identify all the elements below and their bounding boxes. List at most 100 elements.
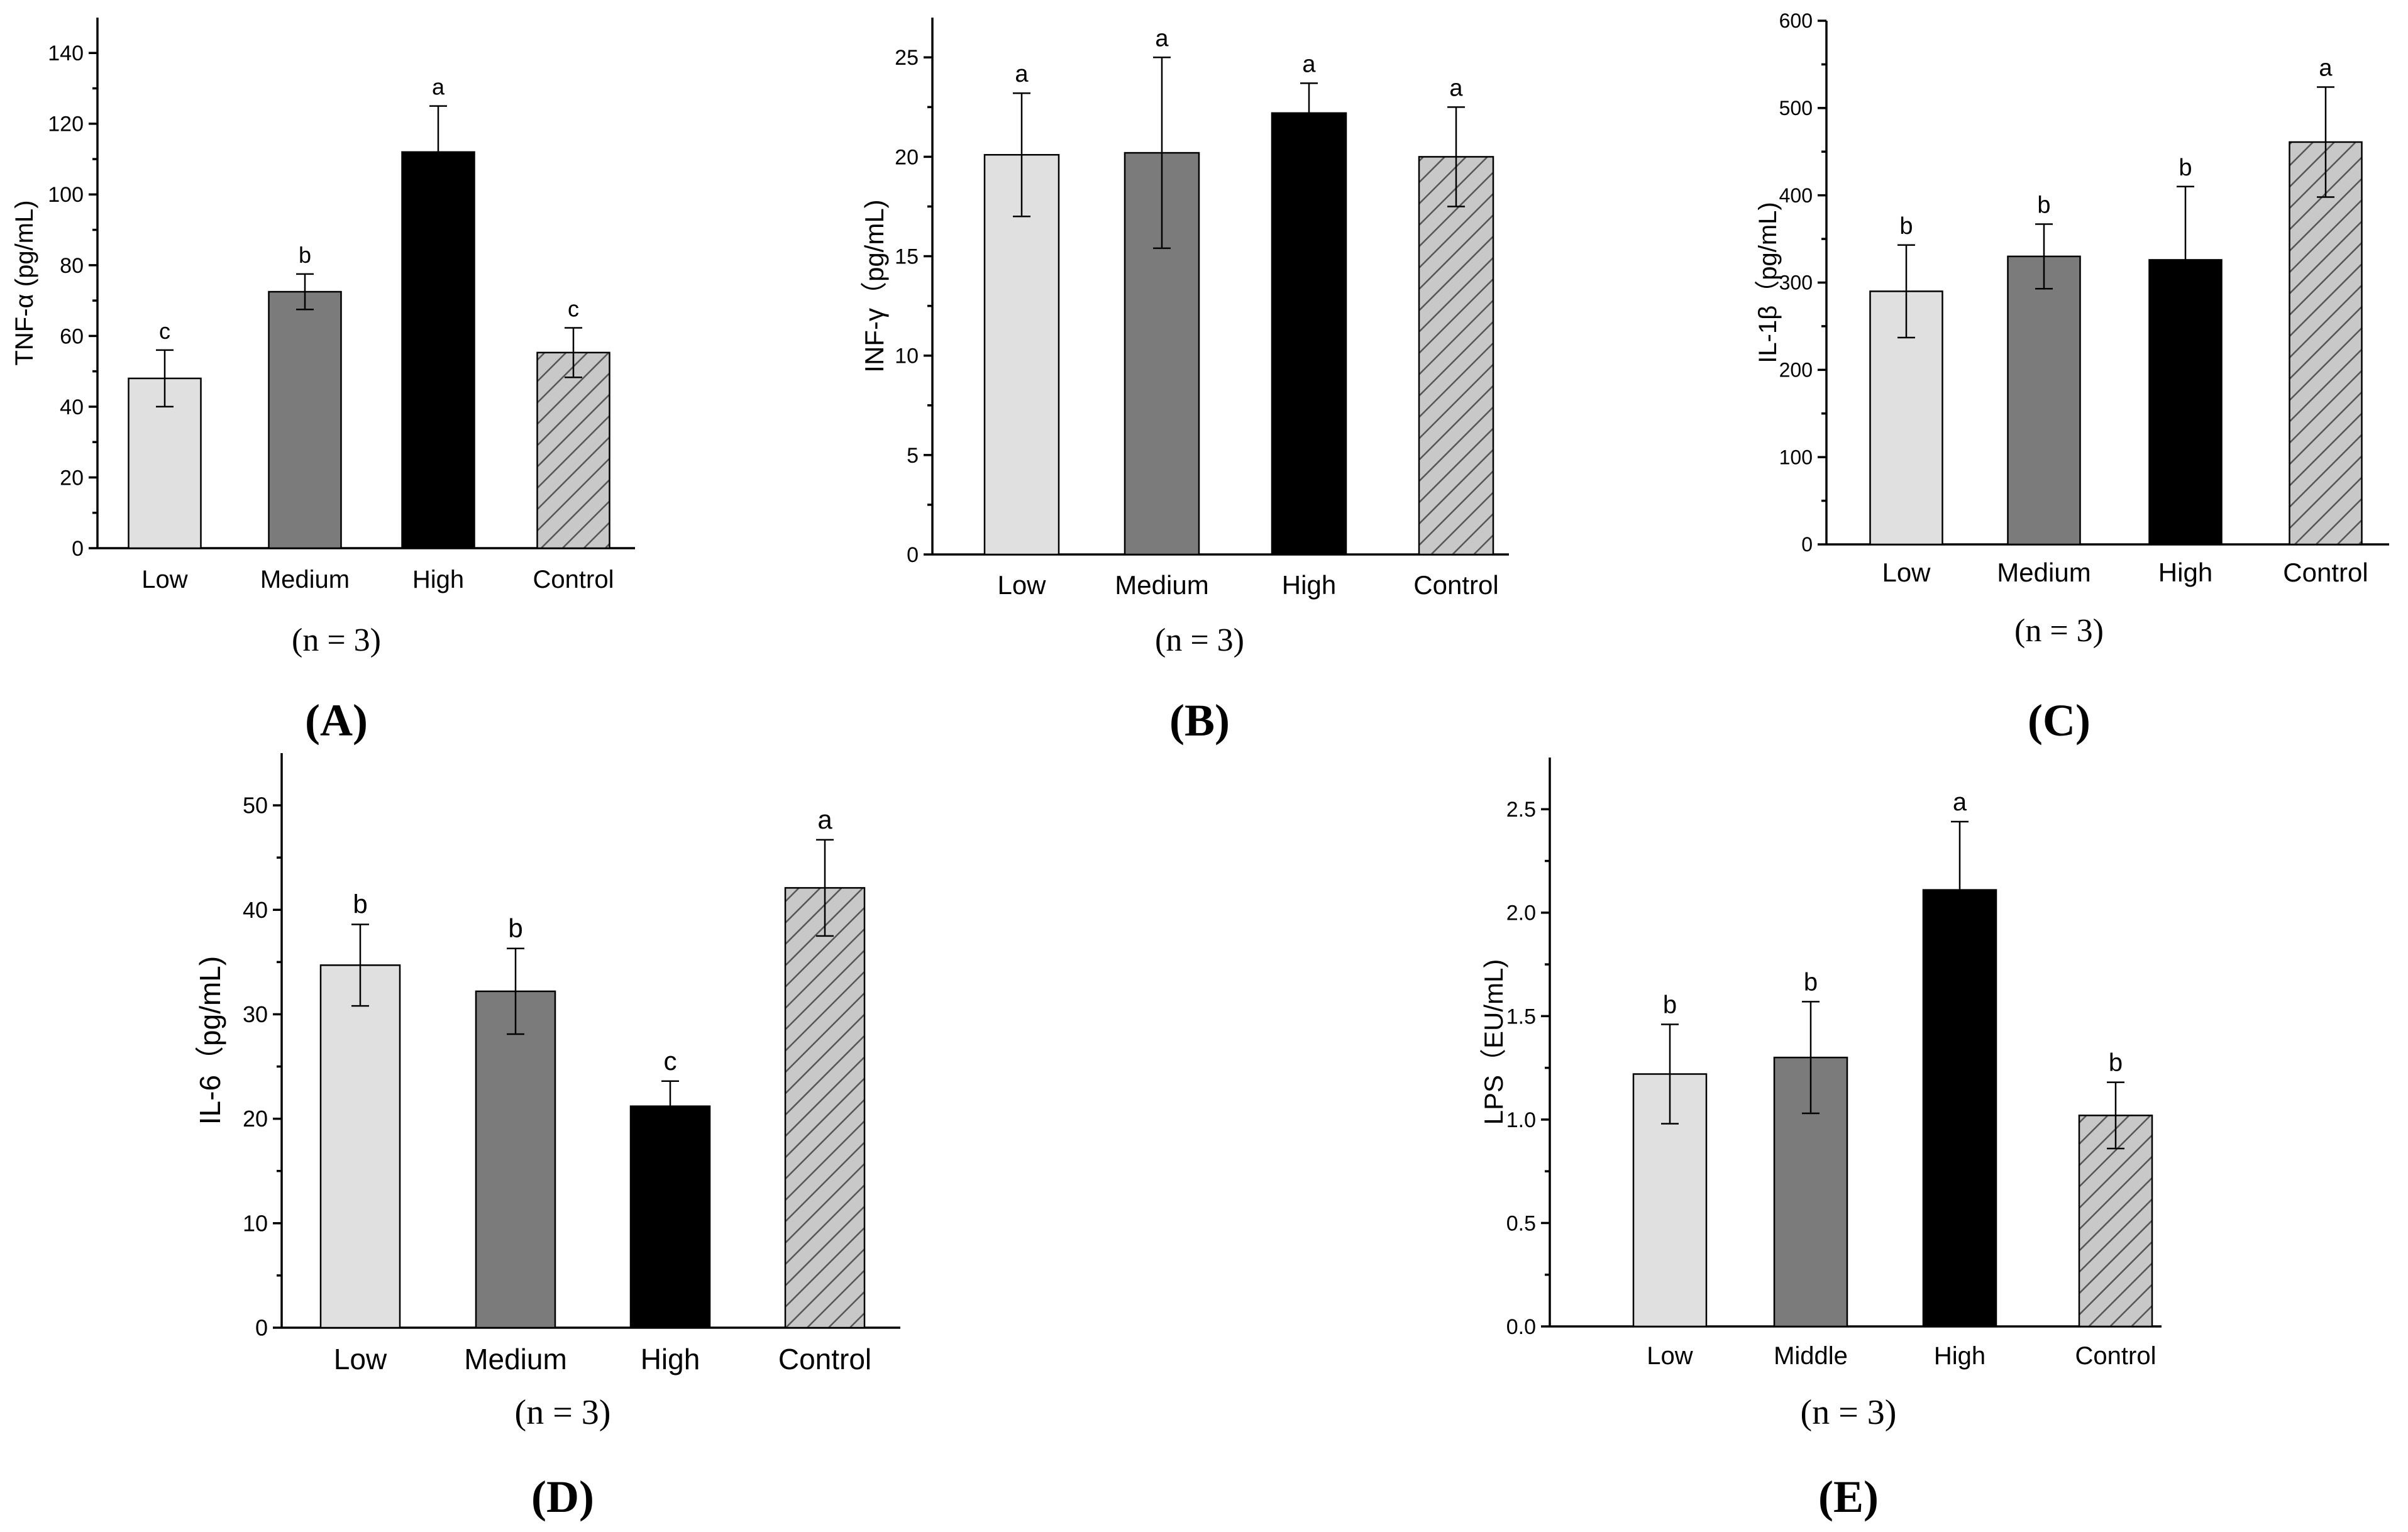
sample-size-note: (n = 3) xyxy=(515,1393,611,1432)
bar-high xyxy=(401,151,475,549)
x-category-label: Control xyxy=(778,1343,871,1375)
x-category-label: Medium xyxy=(1115,570,1208,600)
x-category-label: Medium xyxy=(260,566,350,593)
sample-size-note: (n = 3) xyxy=(292,622,381,658)
significance-letter: b xyxy=(299,242,311,268)
x-category-label: Middle xyxy=(1774,1342,1848,1370)
chart-panel-d: 0 10 20 30 40 50 b Low b Medium c High a Control IL-6（… xyxy=(194,753,900,1522)
significance-letter: a xyxy=(1953,788,1967,816)
significance-letter: b xyxy=(2179,155,2192,181)
x-category-label: Medium xyxy=(464,1343,567,1375)
y-tick-label: 100 xyxy=(48,183,84,207)
y-tick-label: 100 xyxy=(1779,446,1813,468)
y-tick-label: 600 xyxy=(1779,9,1813,32)
significance-letter: a xyxy=(1449,75,1463,101)
significance-letter: a xyxy=(1155,25,1169,52)
x-category-label: Control xyxy=(533,566,614,593)
x-category-label: Low xyxy=(334,1343,387,1375)
bar-medium xyxy=(2007,255,2081,546)
significance-letter: a xyxy=(1302,51,1316,77)
y-tick-label: 15 xyxy=(895,245,919,268)
y-tick-label: 10 xyxy=(895,344,919,368)
significance-letter: b xyxy=(2109,1049,2123,1077)
y-tick-label: 300 xyxy=(1779,272,1813,294)
chart-panel-b: 0 5 10 15 20 25 a Low a Medium a High a Control INF-γ（… xyxy=(859,18,1509,746)
y-tick-label: 0.5 xyxy=(1506,1211,1536,1235)
y-tick-label: 40 xyxy=(243,897,268,923)
y-tick-label: 0 xyxy=(1801,533,1813,556)
bar-low xyxy=(983,153,1060,556)
panel-label: (B) xyxy=(1169,695,1230,746)
y-tick-label: 1.5 xyxy=(1506,1005,1536,1028)
bar-control xyxy=(2289,141,2363,546)
significance-letter: c xyxy=(664,1046,677,1076)
bar-control xyxy=(536,351,610,549)
bar-high xyxy=(1271,112,1347,556)
y-tick-label: 0.0 xyxy=(1506,1315,1536,1339)
panel-label: (E) xyxy=(1818,1472,1879,1522)
bar-high xyxy=(629,1105,711,1329)
panel-label: (D) xyxy=(531,1472,594,1522)
x-category-label: Low xyxy=(1647,1342,1693,1370)
chart-panel-a: 0 20 40 60 80 100 120 140 c Low b Medium a High c Contr… xyxy=(11,18,635,746)
bar-low xyxy=(319,964,401,1329)
bar-control xyxy=(784,887,866,1329)
panel-label: (C) xyxy=(2028,695,2090,746)
bar-control xyxy=(1418,156,1494,556)
bar-medium xyxy=(268,290,342,549)
y-tick-label: 60 xyxy=(60,324,84,348)
y-tick-label: 120 xyxy=(48,113,84,136)
y-tick-label: 30 xyxy=(243,1001,268,1027)
y-axis-title: INF-γ（pg/mL) xyxy=(859,199,889,372)
significance-letter: b xyxy=(2037,192,2050,218)
significance-letter: b xyxy=(1804,968,1818,996)
y-tick-label: 400 xyxy=(1779,184,1813,207)
x-category-label: Low xyxy=(141,566,187,593)
y-axis-title: IL-1β（pg/mL) xyxy=(1754,202,1782,363)
x-category-label: High xyxy=(412,566,464,593)
bar-control xyxy=(2078,1115,2153,1328)
bar-medium xyxy=(475,990,556,1329)
significance-letter: a xyxy=(1015,61,1029,87)
significance-letter: b xyxy=(508,913,522,943)
y-tick-label: 20 xyxy=(895,145,919,169)
y-tick-label: 5 xyxy=(907,444,919,468)
x-category-label: Control xyxy=(2075,1342,2157,1370)
significance-letter: a xyxy=(817,805,832,834)
x-category-label: Control xyxy=(1413,570,1498,600)
significance-letter: a xyxy=(2319,55,2333,82)
y-tick-label: 0 xyxy=(255,1315,268,1341)
x-category-label: High xyxy=(641,1343,700,1375)
y-axis-title: TNF-α (pg/mL) xyxy=(11,200,38,365)
y-tick-label: 2.0 xyxy=(1506,901,1536,925)
y-tick-label: 0 xyxy=(907,543,919,567)
y-tick-label: 25 xyxy=(895,46,919,70)
y-tick-label: 20 xyxy=(243,1106,268,1132)
y-axis-title: LPS（EU/mL) xyxy=(1479,959,1508,1125)
y-tick-label: 140 xyxy=(48,41,84,65)
significance-letter: b xyxy=(1899,213,1913,240)
x-category-label: Low xyxy=(1882,558,1931,587)
y-tick-label: 0 xyxy=(72,537,84,561)
significance-letter: b xyxy=(1663,991,1677,1019)
x-category-label: High xyxy=(1934,1342,1985,1370)
significance-letter: c xyxy=(159,318,170,344)
y-tick-label: 500 xyxy=(1779,97,1813,119)
chart-panel-e: 0.0 0.5 1.0 1.5 2.0 2.5 b Low b Middle a High b Contr… xyxy=(1479,758,2162,1522)
y-tick-label: 40 xyxy=(60,395,84,419)
sample-size-note: (n = 3) xyxy=(2014,613,2104,649)
y-tick-label: 20 xyxy=(60,466,84,490)
panel-label: (A) xyxy=(305,695,368,746)
y-tick-label: 1.0 xyxy=(1506,1108,1536,1132)
y-tick-label: 200 xyxy=(1779,359,1813,382)
y-tick-label: 10 xyxy=(243,1210,268,1236)
x-category-label: High xyxy=(2158,558,2212,587)
significance-letter: c xyxy=(568,295,579,321)
y-tick-label: 50 xyxy=(243,793,268,818)
significance-letter: a xyxy=(432,74,445,100)
x-category-label: Low xyxy=(997,570,1046,600)
sample-size-note: (n = 3) xyxy=(1801,1393,1897,1432)
y-axis-title: IL-6（pg/mL) xyxy=(194,956,226,1125)
significance-letter: b xyxy=(353,890,367,919)
